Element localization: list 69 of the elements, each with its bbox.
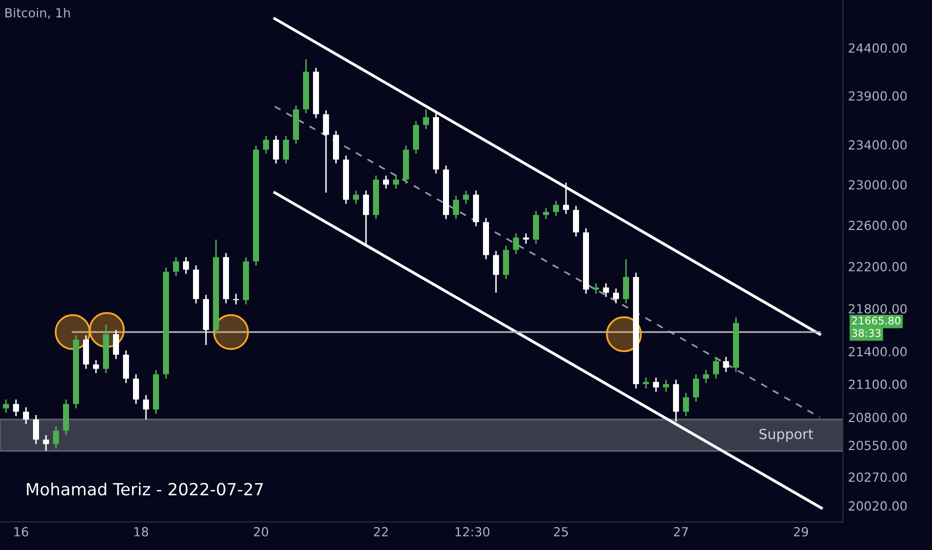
annotation: Mohamad Teriz - 2022-07-27 — [26, 482, 263, 496]
band-label: Support — [760, 428, 814, 442]
candlestick — [143, 394, 149, 420]
candlestick — [93, 359, 99, 374]
y-tick-label: 20270.00 — [848, 472, 907, 482]
y-tick-label: 23000.00 — [848, 180, 907, 190]
candlestick — [13, 398, 19, 417]
text: Bitcoin, 1h — [5, 8, 70, 19]
candlestick — [642, 376, 649, 390]
candlestick — [3, 398, 9, 414]
candlestick — [113, 329, 119, 360]
candlestick — [702, 369, 709, 384]
candlestick — [353, 190, 359, 204]
candlestick — [572, 205, 579, 238]
y-tick-label: 21400.00 — [848, 346, 907, 356]
candlestick — [422, 108, 429, 130]
candlestick — [652, 376, 659, 393]
candlestick — [692, 374, 699, 402]
y-tick-label: 20020.00 — [848, 501, 907, 511]
y-tick-label: 24400.00 — [848, 43, 907, 53]
x-tick-label: 27 — [674, 527, 688, 536]
x-tick-label: 16 — [14, 527, 28, 536]
candlestick — [392, 174, 399, 190]
candlestick — [662, 379, 669, 393]
y-tick-label: 23400.00 — [848, 140, 907, 150]
candlestick — [323, 110, 329, 194]
candlestick — [33, 414, 39, 445]
candlestick — [133, 374, 139, 405]
candlestick — [722, 356, 729, 373]
candlestick — [592, 282, 599, 294]
candlestick — [712, 356, 719, 380]
y-tick-label: 23900.00 — [848, 91, 907, 101]
x-tick-label: 22 — [374, 527, 388, 536]
candlestick — [602, 282, 609, 298]
y-tick-label: 20800.00 — [848, 412, 907, 422]
candlestick — [622, 258, 629, 304]
candlestick — [382, 174, 389, 190]
candlestick — [452, 195, 459, 220]
candlestick — [682, 392, 689, 417]
candlestick — [552, 200, 559, 217]
text: 38:33 — [852, 329, 881, 338]
x-tick-label: 29 — [794, 527, 808, 536]
candlestick — [542, 207, 549, 220]
candlestick — [263, 135, 269, 154]
x-tick-label: 18 — [134, 527, 148, 536]
candlestick — [23, 406, 29, 425]
text: 21665.80 — [852, 316, 900, 325]
candlestick — [492, 250, 499, 294]
y-tick-label: 22600.00 — [848, 220, 907, 230]
candlestick — [53, 425, 59, 450]
candlestick — [512, 232, 519, 255]
candlestick — [183, 256, 189, 275]
y-tick-label: 21800.00 — [848, 304, 907, 314]
candlestick — [462, 190, 469, 204]
candlestick — [173, 256, 179, 277]
x-tick-label: 12:30 — [456, 527, 490, 536]
y-tick-label: 22200.00 — [848, 262, 907, 272]
candlestick — [123, 350, 129, 384]
candlestick — [612, 288, 619, 304]
candlestick — [283, 135, 289, 164]
candlestick — [43, 434, 49, 452]
y-tick-label: 21100.00 — [848, 380, 907, 390]
candlestick — [273, 135, 279, 164]
candlestick — [233, 293, 239, 306]
x-tick-label: 25 — [554, 527, 568, 536]
candlestick — [522, 232, 529, 244]
y-tick-label: 20550.00 — [848, 440, 907, 450]
candlestick — [562, 182, 569, 215]
x-tick-label: 20 — [254, 527, 268, 536]
